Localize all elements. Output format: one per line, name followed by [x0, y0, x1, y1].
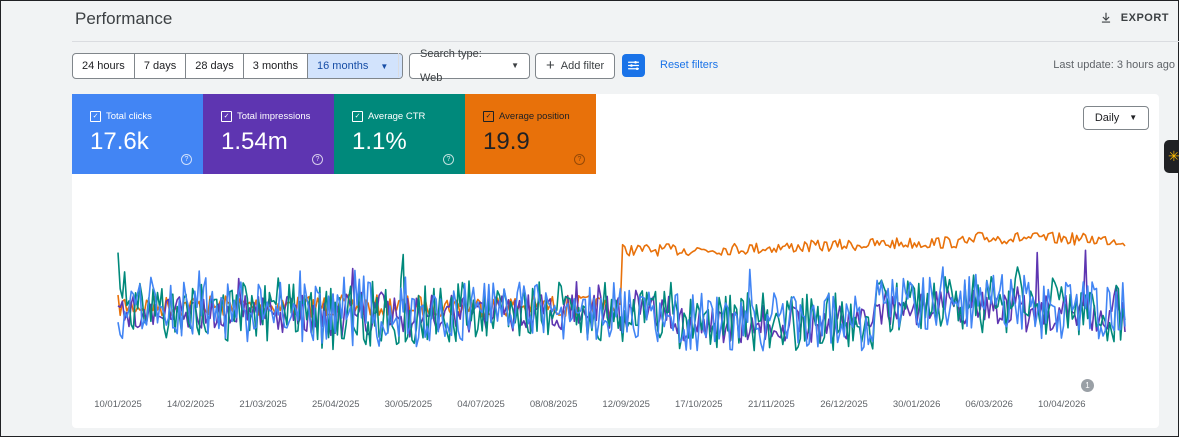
- range-24-hours[interactable]: 24 hours: [73, 54, 135, 78]
- metric-tile-total-impressions[interactable]: ✓ Total impressions 1.54m ?: [203, 94, 334, 174]
- range-3-months[interactable]: 3 months: [244, 54, 309, 78]
- add-filter-label: Add filter: [560, 60, 605, 72]
- range-28-days[interactable]: 28 days: [186, 54, 244, 78]
- x-tick-label: 04/07/2025: [457, 399, 505, 410]
- range-7-days[interactable]: 7 days: [135, 54, 187, 78]
- x-tick-label: 08/08/2025: [529, 399, 578, 410]
- caret-down-icon: ▼: [511, 61, 519, 70]
- help-icon[interactable]: ?: [574, 154, 585, 165]
- filter-settings-button[interactable]: [622, 54, 645, 77]
- range-16-months[interactable]: 16 months ▼: [308, 54, 403, 78]
- performance-line-chart: [117, 231, 1126, 352]
- x-tick-label: 21/11/2025: [747, 399, 795, 410]
- checkbox-checked-icon[interactable]: ✓: [221, 111, 232, 122]
- search-type-label: Search type: Web: [420, 48, 482, 84]
- checkbox-checked-icon[interactable]: ✓: [352, 111, 363, 122]
- metric-value: 1.54m: [221, 128, 288, 155]
- caret-down-icon: ▼: [1129, 113, 1138, 122]
- help-icon[interactable]: ?: [312, 154, 323, 165]
- x-tick-label: 10/04/2026: [1038, 399, 1086, 410]
- checkbox-checked-icon[interactable]: ✓: [483, 111, 494, 122]
- series-line-total-clicks: [117, 266, 1126, 352]
- metric-tile-average-position[interactable]: ✓ Average position 19.9 ?: [465, 94, 596, 174]
- x-tick-label: 26/12/2025: [820, 399, 868, 410]
- help-icon[interactable]: ?: [181, 154, 192, 165]
- annotation-badge[interactable]: 1: [1081, 379, 1094, 392]
- filter-sliders-icon: [627, 60, 640, 71]
- checkbox-checked-icon[interactable]: ✓: [90, 111, 101, 122]
- date-range-selector: 24 hours 7 days 28 days 3 months 16 mont…: [72, 53, 404, 79]
- x-tick-label: 25/04/2025: [312, 399, 360, 410]
- help-icon[interactable]: ?: [443, 154, 454, 165]
- export-button[interactable]: EXPORT: [1099, 11, 1169, 25]
- metric-tile-average-ctr[interactable]: ✓ Average CTR 1.1% ?: [334, 94, 465, 174]
- x-tick-label: 30/05/2025: [384, 399, 433, 410]
- x-tick-label: 21/03/2025: [239, 399, 287, 410]
- granularity-dropdown[interactable]: Daily ▼: [1083, 106, 1149, 130]
- metric-label: Average position: [499, 111, 570, 122]
- metric-tile-total-clicks[interactable]: ✓ Total clicks 17.6k ?: [72, 94, 203, 174]
- metric-value: 17.6k: [90, 128, 149, 155]
- metric-label: Total clicks: [106, 111, 152, 122]
- series-line-average-ctr: [117, 252, 1126, 352]
- reset-filters-link[interactable]: Reset filters: [660, 59, 719, 71]
- sparkle-icon: ✳: [1168, 148, 1179, 164]
- side-panel-handle[interactable]: ✳: [1164, 140, 1179, 173]
- add-filter-button[interactable]: + Add filter: [535, 53, 616, 79]
- x-tick-label: 10/01/2025: [94, 399, 142, 410]
- x-tick-label: 14/02/2025: [166, 399, 215, 410]
- page-title: Performance: [75, 9, 173, 28]
- range-16-months-label: 16 months: [317, 60, 369, 72]
- download-icon: [1101, 12, 1110, 23]
- export-label: EXPORT: [1120, 12, 1169, 24]
- last-update-text: Last update: 3 hours ago: [1053, 59, 1175, 71]
- x-tick-label: 12/09/2025: [602, 399, 650, 410]
- metric-label: Average CTR: [368, 111, 426, 122]
- x-tick-label: 30/01/2026: [892, 399, 941, 410]
- header-divider: [72, 41, 1179, 42]
- metric-label: Total impressions: [237, 111, 311, 122]
- granularity-label: Daily: [1094, 112, 1120, 124]
- metric-value: 1.1%: [352, 128, 407, 155]
- plus-icon: +: [546, 57, 555, 74]
- caret-down-icon: ▼: [380, 62, 389, 71]
- search-type-dropdown[interactable]: Search type: Web ▼: [409, 48, 530, 84]
- x-tick-label: 06/03/2026: [965, 399, 1013, 410]
- metric-value: 19.9: [483, 128, 530, 155]
- toolbar-separator: [398, 53, 399, 77]
- x-tick-label: 17/10/2025: [675, 399, 723, 410]
